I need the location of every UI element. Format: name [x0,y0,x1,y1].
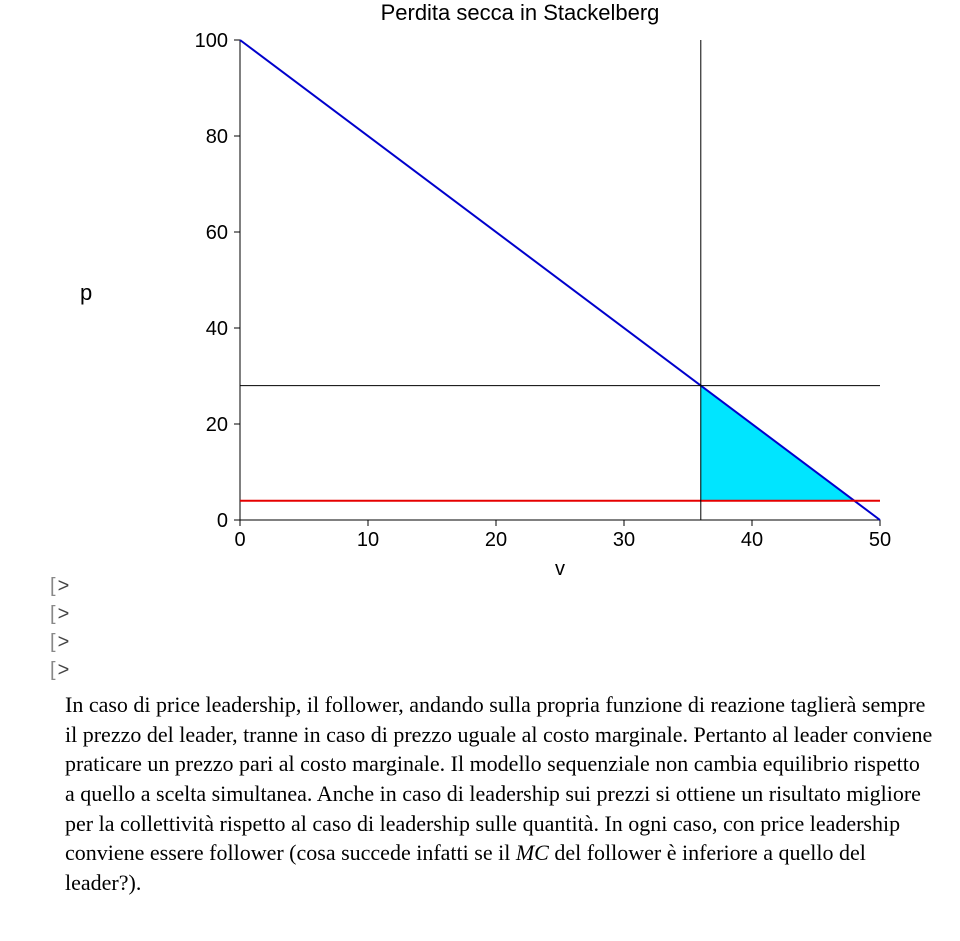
chart: Perdita secca in Stackelberg 0 20 40 60 80 10… [120,0,920,600]
x-tick-label: 20 [485,529,507,551]
prompt-line: > [50,628,69,656]
x-tick-label: 50 [869,529,891,551]
y-tick-label: 20 [206,414,228,436]
y-tick-label: 40 [206,318,228,340]
body-paragraph: In caso di price leadership, il follower… [65,690,935,898]
chart-svg: 0 20 40 60 80 100 0 10 20 30 40 50 v [120,0,920,590]
demand-line [240,40,880,520]
chart-title: Perdita secca in Stackelberg [120,0,920,26]
y-tick-label: 80 [206,126,228,148]
x-axis-label: v [555,558,565,580]
y-tick-label: 100 [195,30,228,52]
x-tick-label: 10 [357,529,379,551]
y-tick-label: 0 [217,510,228,532]
x-tick-label: 40 [741,529,763,551]
mc-symbol: MC [516,840,549,865]
y-axis-label: p [80,280,92,306]
page: Perdita secca in Stackelberg 0 20 40 60 80 10… [0,0,960,941]
x-tick-label: 0 [234,529,245,551]
x-tick-label: 30 [613,529,635,551]
y-tick-label: 60 [206,222,228,244]
prompt-line: > [50,572,69,600]
maple-prompts: > > > > [50,572,69,684]
prompt-line: > [50,656,69,684]
prompt-line: > [50,600,69,628]
